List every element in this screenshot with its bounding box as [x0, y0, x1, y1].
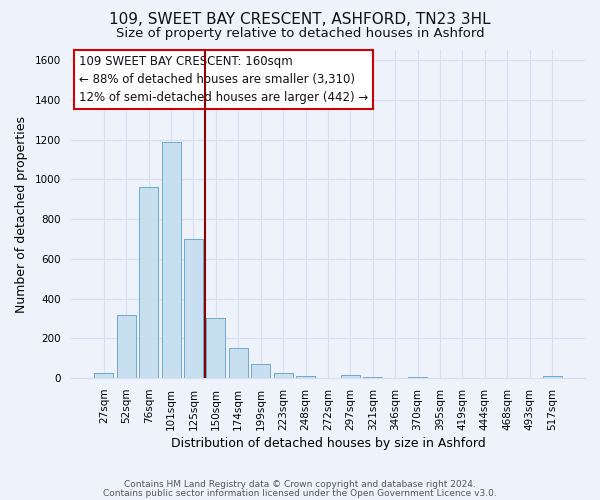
Bar: [542, 376, 562, 378]
Bar: [229, 348, 248, 378]
Bar: [251, 364, 270, 378]
Bar: [296, 376, 315, 378]
Bar: [206, 318, 226, 378]
Text: Contains HM Land Registry data © Crown copyright and database right 2024.: Contains HM Land Registry data © Crown c…: [124, 480, 476, 489]
Bar: [94, 373, 113, 378]
Bar: [274, 373, 293, 378]
Bar: [139, 188, 158, 378]
Bar: [161, 142, 181, 378]
Y-axis label: Number of detached properties: Number of detached properties: [15, 116, 28, 312]
Text: Contains public sector information licensed under the Open Government Licence v3: Contains public sector information licen…: [103, 488, 497, 498]
Bar: [116, 314, 136, 378]
Text: 109 SWEET BAY CRESCENT: 160sqm
← 88% of detached houses are smaller (3,310)
12% : 109 SWEET BAY CRESCENT: 160sqm ← 88% of …: [79, 55, 368, 104]
Bar: [363, 377, 382, 378]
Text: 109, SWEET BAY CRESCENT, ASHFORD, TN23 3HL: 109, SWEET BAY CRESCENT, ASHFORD, TN23 3…: [109, 12, 491, 28]
Bar: [408, 377, 427, 378]
Bar: [184, 239, 203, 378]
X-axis label: Distribution of detached houses by size in Ashford: Distribution of detached houses by size …: [170, 437, 485, 450]
Bar: [341, 375, 360, 378]
Text: Size of property relative to detached houses in Ashford: Size of property relative to detached ho…: [116, 28, 484, 40]
